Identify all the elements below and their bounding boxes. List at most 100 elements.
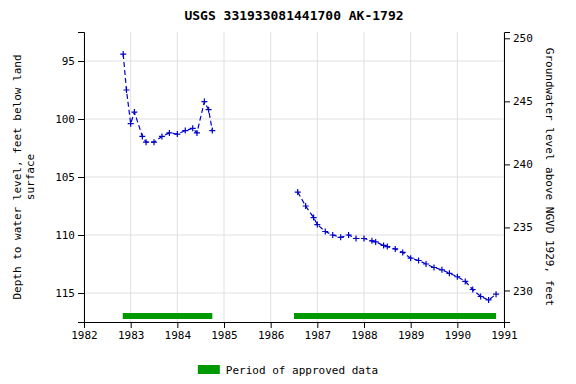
marker — [143, 139, 149, 145]
x-axis-tick-mark — [411, 322, 412, 328]
y-axis-tick: 105 — [55, 171, 84, 184]
x-axis-tick-label: 1987 — [305, 329, 332, 342]
marker — [322, 229, 328, 235]
y2-axis-line — [505, 33, 511, 323]
y-axis-tick-mark — [78, 177, 84, 178]
x-axis-tick: 1990 — [445, 322, 472, 342]
marker — [131, 109, 137, 115]
legend-swatch — [198, 365, 220, 374]
x-axis-tick-label: 1991 — [491, 329, 518, 342]
marker — [423, 261, 429, 267]
marker — [416, 258, 422, 264]
x-axis-tick: 1984 — [165, 322, 192, 342]
marker — [139, 133, 145, 139]
x-axis-line — [85, 323, 505, 329]
y2-axis-tick-label: 230 — [513, 284, 533, 297]
legend-label: Period of approved data — [226, 364, 378, 377]
grid-line-y — [84, 235, 504, 236]
y-axis-tick-label: 115 — [55, 287, 75, 300]
y-axis-tick: 100 — [55, 113, 84, 126]
y2-axis-tick-mark — [504, 101, 510, 102]
legend-item: Period of approved data — [198, 364, 378, 377]
approved-bar — [294, 313, 496, 319]
x-axis-tick-label: 1989 — [398, 329, 425, 342]
marker — [120, 51, 126, 57]
line — [123, 54, 212, 142]
marker — [353, 235, 359, 241]
y2-axis-tick: 235 — [504, 221, 533, 234]
marker — [209, 128, 215, 134]
x-axis-tick-label: 1982 — [71, 329, 98, 342]
y2-axis-tick-mark — [504, 227, 510, 228]
x-axis-tick-mark — [271, 322, 272, 328]
marker — [330, 232, 336, 238]
x-axis-tick: 1989 — [398, 322, 425, 342]
marker — [151, 139, 157, 145]
y2-axis-tick-mark — [504, 290, 510, 291]
y-axis-tick-mark — [78, 235, 84, 236]
data — [120, 51, 499, 319]
marker — [470, 287, 476, 293]
marker — [381, 242, 387, 248]
x-axis-tick-label: 1988 — [351, 329, 378, 342]
marker — [314, 222, 320, 228]
y2-axis-tick-label: 240 — [513, 158, 533, 171]
line — [298, 192, 496, 300]
y-axis-tick-mark — [78, 293, 84, 294]
y-axis-tick-mark — [78, 61, 84, 62]
grid-line-y — [84, 293, 504, 294]
chart: 1982 1983 1984 1985 1986 1987 1988 1989 1990 1991… — [0, 0, 576, 384]
marker — [174, 131, 180, 137]
marker — [478, 293, 484, 299]
marker — [206, 107, 212, 113]
y2-axis-tick: 250 — [504, 32, 533, 45]
y-axis-line — [78, 33, 85, 323]
x-axis-tick-mark — [317, 322, 318, 328]
marker — [431, 264, 437, 270]
x-axis-tick: 1985 — [211, 322, 238, 342]
marker — [462, 278, 468, 284]
x-axis-tick: 1988 — [351, 322, 378, 342]
title: USGS 331933081441700 AK-1792 — [184, 8, 403, 23]
y2-axis-tick-label: 245 — [513, 95, 533, 108]
y2-axis-tick-mark — [504, 38, 510, 39]
marker — [201, 99, 207, 105]
grid — [84, 32, 504, 322]
marker — [439, 267, 445, 273]
legend: Period of approved data — [198, 364, 378, 377]
x-axis-tick: 1987 — [305, 322, 332, 342]
x-axis-tick: 1986 — [258, 322, 285, 342]
x-axis-tick-label: 1990 — [445, 329, 472, 342]
marker — [295, 189, 301, 195]
y2-axis-tick-label: 250 — [513, 32, 533, 45]
y-axis-tick: 110 — [55, 229, 84, 242]
marker — [182, 128, 188, 134]
marker — [123, 87, 129, 93]
y-axis-tick-mark — [78, 119, 84, 120]
marker — [446, 270, 452, 276]
x-axis-tick: 1982 — [71, 322, 98, 342]
y-axis-tick-label: 100 — [55, 113, 75, 126]
y-axis-tick-label: 105 — [55, 171, 75, 184]
y-axis-tick: 95 — [62, 55, 84, 68]
x-axis-tick-label: 1984 — [165, 329, 192, 342]
x-axis-tick-mark — [224, 322, 225, 328]
y-axis-tick-label: 95 — [62, 55, 75, 68]
x-axis-tick-label: 1983 — [118, 329, 145, 342]
approved-bar — [123, 313, 213, 319]
x-axis: 1982 1983 1984 1985 1986 1987 1988 1989 1990 1991 — [71, 322, 518, 342]
y2-axis-tick: 230 — [504, 284, 533, 297]
marker — [373, 239, 379, 245]
marker — [384, 244, 390, 250]
y-axis-title: Depth to water level, feet below landsur… — [11, 54, 37, 299]
marker — [166, 130, 172, 136]
x-axis-tick-mark — [457, 322, 458, 328]
y2-axis-tick-mark — [504, 164, 510, 165]
x-axis-tick: 1983 — [118, 322, 145, 342]
grid-line-y — [84, 177, 504, 178]
marker — [190, 125, 196, 131]
marker — [159, 133, 165, 139]
marker — [486, 297, 492, 303]
y2-axis-tick-label: 235 — [513, 221, 533, 234]
y2-axis-title: Groundwater level above NGVD 1929, feet — [543, 48, 556, 306]
